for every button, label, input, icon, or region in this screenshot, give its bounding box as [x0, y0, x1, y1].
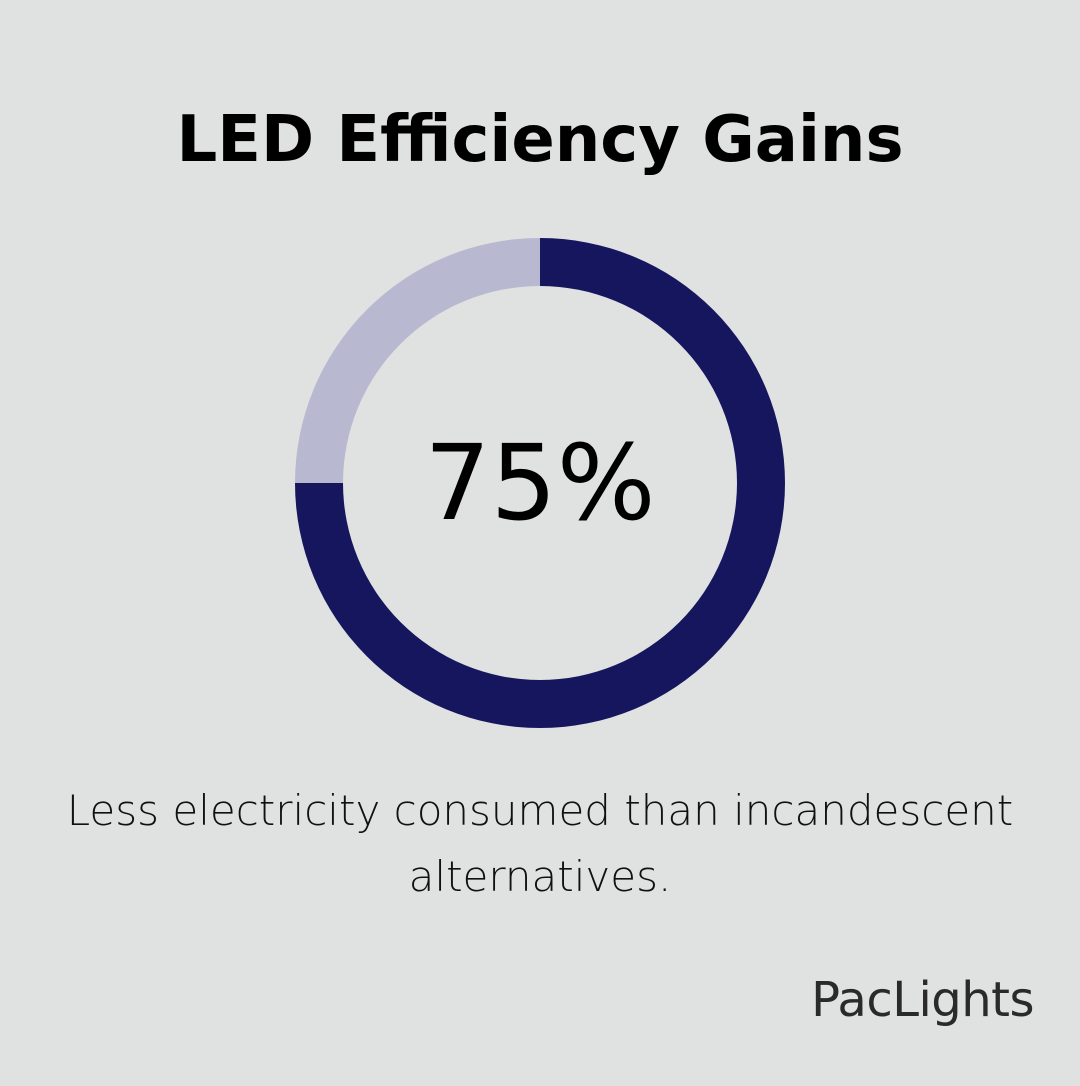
donut-segments: [295, 238, 785, 728]
donut-segment-1: [295, 238, 540, 483]
chart-title: LED Efficiency Gains: [176, 103, 904, 177]
brand-logo: PacLights: [811, 972, 1034, 1028]
donut-center-value: 75%: [424, 422, 655, 544]
chart-caption: Less electricity consumed than incandesc…: [66, 786, 1014, 901]
